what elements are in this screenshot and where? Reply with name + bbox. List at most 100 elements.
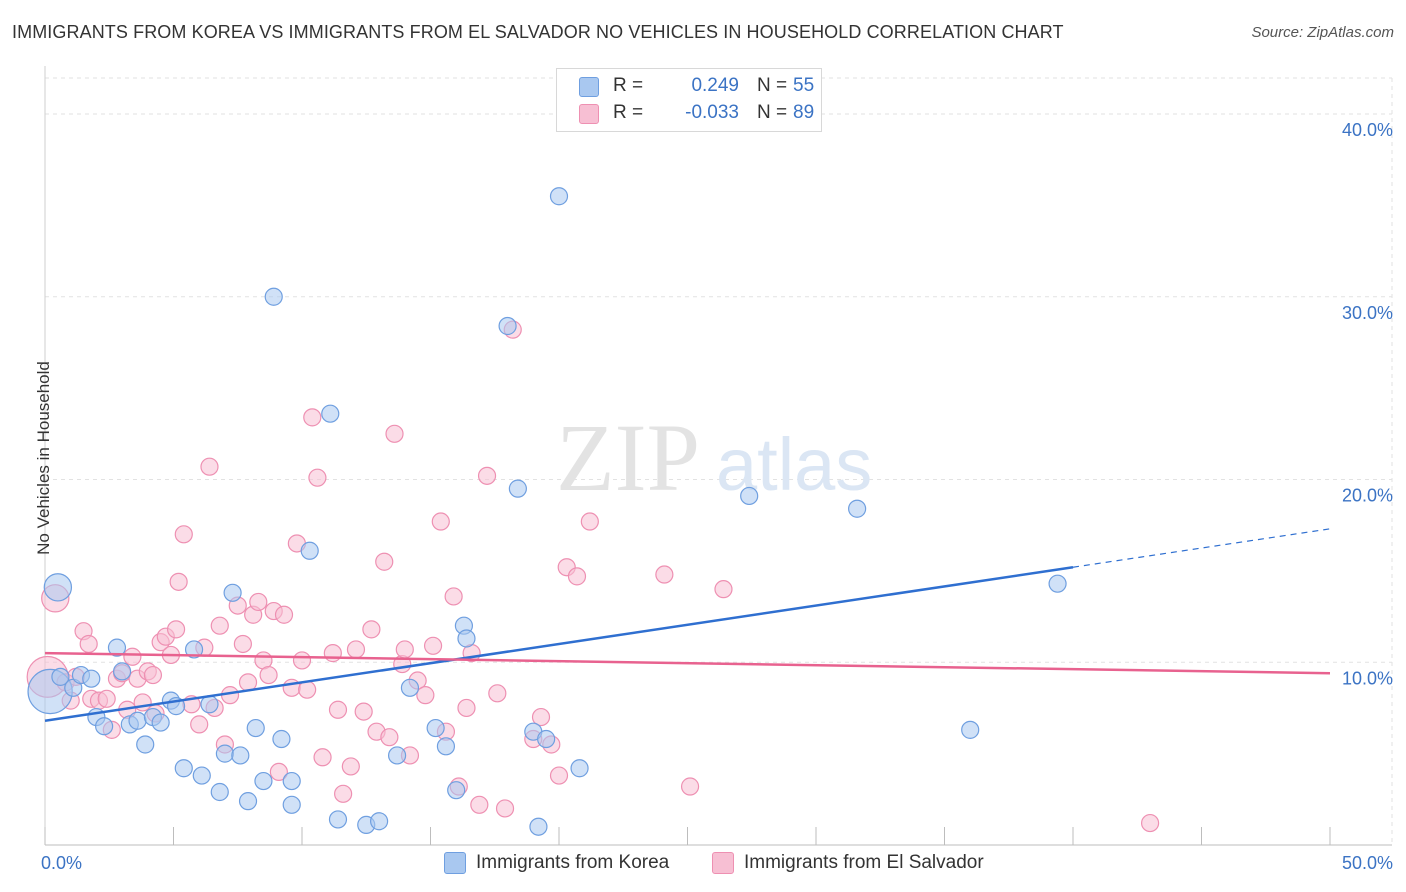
axes (44, 66, 1392, 846)
x-tick-label-min: 0.0% (41, 853, 82, 873)
source-label: Source: ZipAtlas.com (1251, 24, 1394, 41)
point-salvador-52 (328, 700, 348, 719)
point-korea-8 (107, 638, 127, 657)
point-salvador-63 (395, 640, 414, 659)
point-salvador-68 (431, 512, 450, 531)
chart-title: IMMIGRANTS FROM KOREA VS IMMIGRANTS FROM… (12, 22, 1064, 42)
bottom-legend-label-korea: Immigrants from Korea (476, 852, 670, 873)
point-salvador-48 (303, 408, 322, 427)
point-salvador-24 (169, 572, 188, 591)
point-korea-50 (570, 759, 589, 778)
point-salvador-46 (292, 651, 312, 670)
point-korea-27 (254, 771, 273, 791)
watermark: ZIP atlas (556, 404, 872, 511)
point-korea-19 (192, 766, 211, 785)
point-salvador-66 (416, 686, 435, 705)
point-korea-34 (328, 810, 348, 829)
point-salvador-38 (249, 592, 268, 612)
point-salvador-57 (362, 620, 381, 639)
point-salvador-49 (308, 468, 327, 487)
point-salvador-86 (655, 565, 674, 584)
point-korea-38 (400, 678, 420, 697)
point-salvador-23 (166, 620, 186, 639)
point-korea-22 (215, 744, 234, 763)
legend-r-value-korea: 0.249 (691, 75, 739, 96)
point-korea-28 (264, 287, 283, 306)
point-salvador-87 (680, 777, 700, 796)
point-salvador-27 (190, 715, 209, 734)
trend-line-korea-extension (1072, 528, 1331, 568)
point-salvador-61 (385, 424, 404, 443)
point-salvador-29 (200, 457, 219, 476)
point-salvador-80 (531, 707, 551, 727)
point-salvador-31 (210, 616, 229, 635)
correlation-legend: R = 0.249 N = 55 R = -0.033 N = 89 (556, 68, 822, 132)
point-korea-12 (136, 735, 155, 754)
point-salvador-89 (1140, 813, 1160, 833)
point-korea-43 (457, 629, 476, 648)
point-salvador-50 (313, 748, 332, 767)
point-korea-54 (1048, 574, 1067, 593)
legend-n-label: N = (757, 75, 788, 96)
point-salvador-54 (341, 757, 360, 776)
point-salvador-70 (444, 587, 463, 606)
point-korea-40 (436, 737, 456, 756)
point-korea-41 (447, 781, 466, 800)
point-korea-29 (272, 729, 291, 749)
point-salvador-25 (174, 525, 193, 544)
point-korea-14 (151, 713, 170, 732)
point-korea-45 (508, 479, 527, 498)
tick-labels: 10.0% 20.0% 30.0% 40.0% 0.0% 50.0% (41, 120, 1393, 873)
point-korea-17 (174, 759, 193, 778)
point-korea-36 (370, 812, 389, 831)
x-tick-label-max: 50.0% (1342, 853, 1393, 873)
point-salvador-18 (143, 665, 163, 685)
trend-line-korea (44, 565, 1074, 722)
trend-line-salvador (44, 651, 1331, 675)
point-korea-25 (238, 792, 258, 811)
point-salvador-53 (334, 784, 353, 803)
trend-lines (44, 528, 1331, 722)
point-salvador-9 (97, 689, 116, 708)
point-salvador-85 (580, 512, 599, 531)
point-salvador-42 (269, 762, 288, 782)
point-salvador-59 (375, 552, 394, 571)
point-salvador-35 (233, 634, 252, 654)
point-korea-18 (184, 640, 204, 659)
point-korea-20 (200, 695, 219, 714)
legend-swatch-korea (579, 77, 599, 97)
point-korea-21 (210, 782, 229, 802)
point-salvador-14 (123, 647, 142, 666)
point-salvador-88 (714, 580, 733, 599)
series-el-salvador-points (26, 320, 1160, 833)
legend-r-label: R = (613, 75, 644, 96)
point-korea-49 (549, 187, 569, 206)
point-salvador-40 (259, 665, 278, 685)
point-korea-9 (112, 662, 132, 681)
point-salvador-55 (346, 640, 366, 659)
bottom-legend-swatch-korea (444, 852, 466, 874)
point-salvador-60 (380, 728, 399, 747)
point-korea-44 (498, 316, 517, 336)
point-korea-52 (848, 499, 867, 518)
legend-n-value-salvador: 89 (793, 102, 815, 123)
point-korea-5 (82, 669, 101, 688)
point-korea-53 (961, 720, 980, 739)
legend-r-label: R = (613, 102, 644, 123)
point-salvador-74 (470, 795, 489, 814)
point-salvador-51 (323, 644, 342, 663)
point-salvador-56 (354, 702, 373, 721)
point-korea-33 (321, 404, 340, 423)
y-axis-label: No Vehicles in Household (34, 361, 53, 555)
point-korea-51 (740, 486, 759, 506)
point-korea-23 (223, 583, 242, 602)
y-tick-label-1: 20.0% (1342, 486, 1393, 506)
legend-n-value-korea: 55 (793, 75, 815, 96)
point-salvador-77 (495, 799, 515, 818)
bottom-legend-label-salvador: Immigrants from El Salvador (744, 852, 984, 873)
point-korea-24 (231, 746, 250, 765)
legend-swatch-salvador (579, 104, 599, 124)
point-korea-7 (95, 717, 114, 736)
y-tick-label-3: 40.0% (1342, 120, 1393, 140)
